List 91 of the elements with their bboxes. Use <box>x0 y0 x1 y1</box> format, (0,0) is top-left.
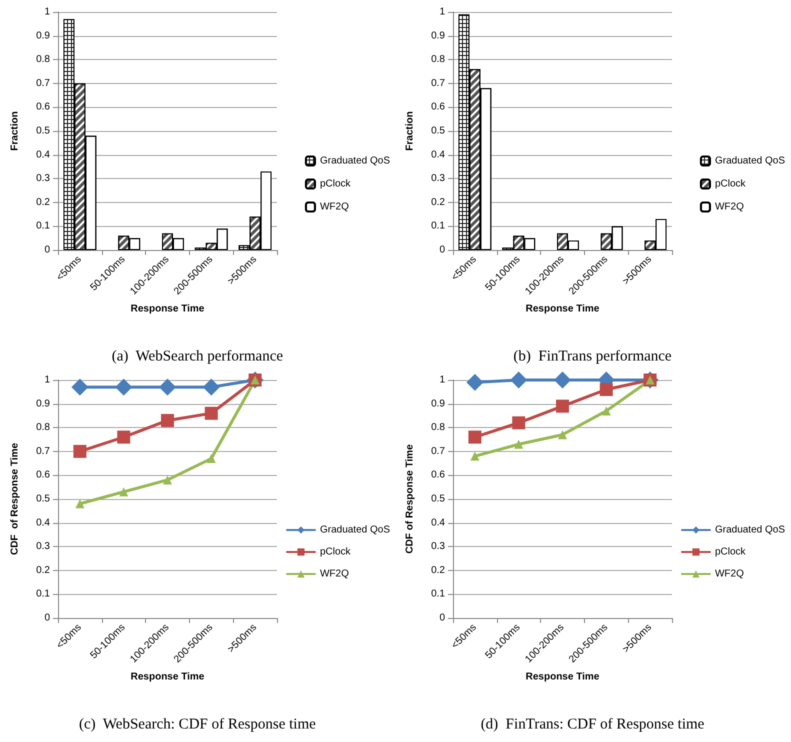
point <box>468 430 482 444</box>
y-tick-label: 0.4 <box>431 517 446 528</box>
y-tick-label: 0.5 <box>431 126 446 136</box>
y-tick-label: 0.1 <box>36 220 50 232</box>
text: (b) FinTrans performance <box>513 348 672 364</box>
x-axis-title: Response Time <box>130 303 205 314</box>
y-tick-label: 1 <box>439 6 446 18</box>
y-tick-label: 0 <box>439 244 446 256</box>
y-tick-label: 0.6 <box>431 102 446 113</box>
legend-label: Graduated QoS <box>714 524 786 536</box>
y-axis-title: CDF of Response Time <box>404 444 416 554</box>
point <box>558 430 567 440</box>
y-tick-label: 0.5 <box>36 494 50 504</box>
y-tick-label: 0.1 <box>431 220 446 232</box>
y-tick-label: 0.8 <box>36 422 50 434</box>
point <box>602 406 611 416</box>
point <box>119 487 128 496</box>
y-tick-label: 0.9 <box>431 30 446 42</box>
x-axis-title: Response Time <box>130 671 205 682</box>
legend-label: Graduated QoS <box>714 156 786 166</box>
legend-label: WF2Q <box>714 568 744 580</box>
y-tick-label: 0.6 <box>36 102 50 113</box>
y-tick-label: 0.7 <box>36 446 50 457</box>
point <box>510 372 528 388</box>
point <box>556 400 569 413</box>
point <box>117 430 130 444</box>
point <box>600 383 613 396</box>
y-tick-label: 0.2 <box>431 196 446 208</box>
point <box>73 444 86 458</box>
y-axis-title: Fraction <box>404 111 416 151</box>
y-tick-label: 0.9 <box>431 398 446 410</box>
y-tick-label: 0.6 <box>431 470 446 481</box>
point <box>163 475 172 484</box>
point <box>512 416 526 430</box>
y-tick-label: 0.2 <box>36 196 50 208</box>
point <box>554 372 571 388</box>
y-tick-label: 0.8 <box>431 422 446 434</box>
point <box>159 378 176 396</box>
point <box>202 378 220 396</box>
point <box>466 374 484 391</box>
legend-label: Graduated QoS <box>320 156 390 166</box>
y-tick-label: 0.9 <box>36 398 50 410</box>
y-tick-label: 0.7 <box>431 78 446 89</box>
y-axis-title: CDF of Response Time <box>10 442 20 556</box>
legend-label: pClock <box>714 546 747 558</box>
y-tick-label: 0.3 <box>36 173 50 184</box>
legend-label: WF2Q <box>714 202 744 212</box>
point <box>161 414 174 427</box>
text: (a) WebSearch performance <box>112 348 284 364</box>
y-tick-label: 0.8 <box>36 54 50 66</box>
y-tick-label: 0.8 <box>431 54 446 66</box>
legend-label: pClock <box>320 178 352 190</box>
text: (d) FinTrans: CDF of Response time <box>480 716 705 732</box>
y-tick-label: 0.3 <box>431 541 446 552</box>
legend-label: WF2Q <box>320 202 350 212</box>
y-tick-label: 1 <box>44 374 50 386</box>
y-tick-label: 0.5 <box>431 494 446 504</box>
y-tick-label: 0 <box>44 244 50 256</box>
y-tick-label: 0.9 <box>36 30 50 42</box>
x-axis-title: Response Time <box>526 671 600 682</box>
legend-label: pClock <box>714 178 747 190</box>
point <box>514 440 524 449</box>
point <box>204 406 218 420</box>
x-axis-title: Response Time <box>526 303 600 314</box>
y-tick-label: 0.3 <box>36 541 50 552</box>
y-tick-label: 1 <box>439 374 446 386</box>
y-axis-title: Fraction <box>10 111 20 151</box>
y-tick-label: 0.4 <box>36 149 50 160</box>
y-tick-label: 0.1 <box>431 588 446 600</box>
y-tick-label: 0.7 <box>36 78 50 89</box>
legend-label: WF2Q <box>320 568 350 580</box>
y-tick-label: 0.3 <box>431 173 446 184</box>
y-tick-label: 0 <box>44 612 50 624</box>
y-tick-label: 0 <box>439 612 446 624</box>
y-tick-label: 0.6 <box>36 470 50 481</box>
legend-label: pClock <box>320 546 352 558</box>
y-tick-label: 0.7 <box>431 446 446 457</box>
y-tick-label: 0.5 <box>36 126 50 136</box>
point <box>115 378 132 396</box>
y-tick-label: 0.2 <box>431 564 446 576</box>
text: (c) WebSearch: CDF of Response time <box>78 716 316 732</box>
point <box>75 499 84 508</box>
legend-label: Graduated QoS <box>320 524 390 536</box>
y-tick-label: 0.1 <box>36 588 50 600</box>
y-tick-label: 0.4 <box>36 517 50 528</box>
y-tick-label: 0.4 <box>431 149 446 160</box>
y-tick-label: 0.2 <box>36 564 50 576</box>
point <box>206 454 216 464</box>
point <box>71 378 88 396</box>
point <box>470 452 480 461</box>
y-tick-label: 1 <box>44 6 50 18</box>
